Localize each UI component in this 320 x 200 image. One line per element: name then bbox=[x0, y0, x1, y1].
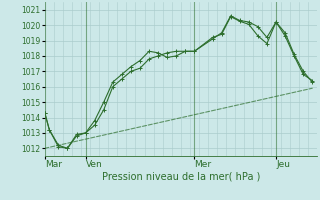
X-axis label: Pression niveau de la mer( hPa ): Pression niveau de la mer( hPa ) bbox=[102, 172, 260, 182]
